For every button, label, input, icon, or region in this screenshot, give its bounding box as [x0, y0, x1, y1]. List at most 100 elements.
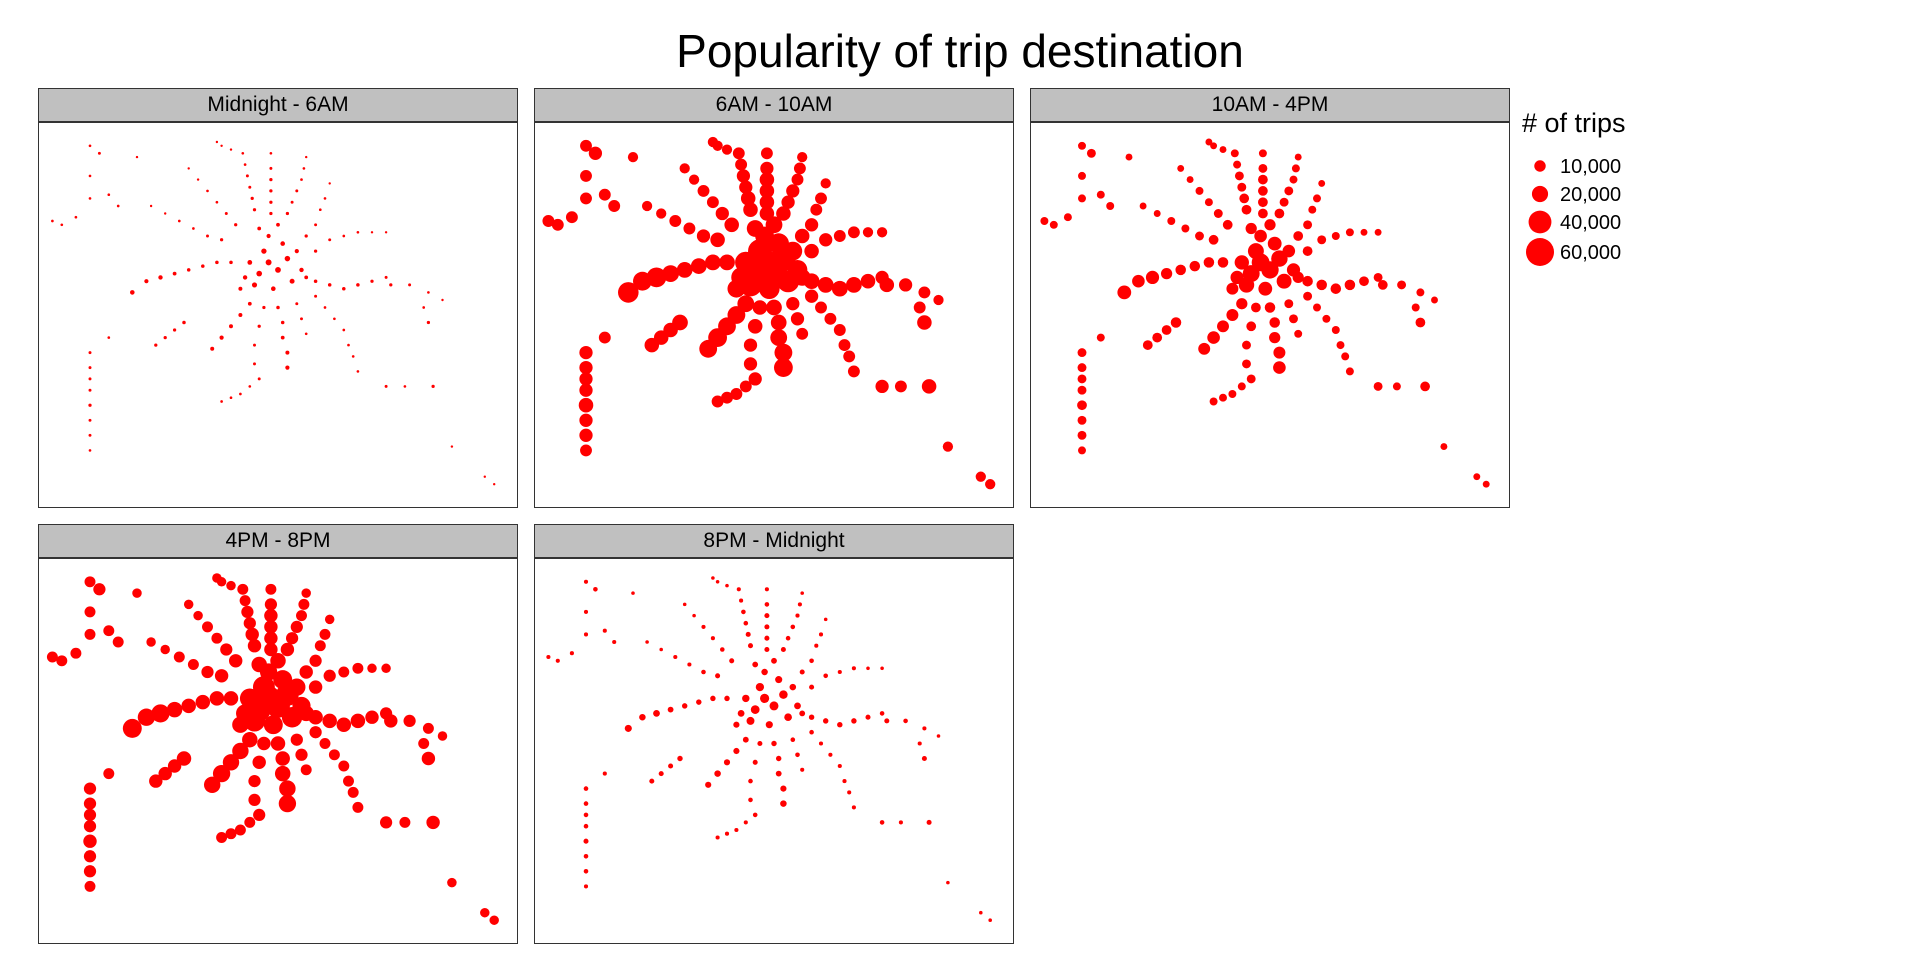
station-point — [285, 632, 299, 645]
station-point — [1175, 264, 1186, 276]
station-point — [800, 767, 805, 772]
legend-keys: 10,000 20,000 40,000 60,000 — [1526, 156, 1621, 266]
station-point — [295, 748, 308, 761]
station-point — [167, 759, 182, 773]
station-point — [723, 759, 731, 766]
station-point — [1208, 234, 1219, 245]
station-point — [1077, 374, 1087, 384]
station-point — [837, 669, 842, 675]
station-point — [633, 271, 652, 291]
station-point — [1153, 210, 1161, 217]
station-point — [151, 704, 170, 723]
station-point — [1411, 303, 1420, 312]
station-point — [328, 749, 340, 761]
station-point — [765, 216, 783, 234]
station-point — [580, 444, 592, 457]
station-point — [804, 218, 819, 232]
station-point — [1142, 340, 1153, 350]
station-point — [735, 158, 748, 171]
station-point — [243, 617, 256, 630]
station-point — [649, 778, 655, 784]
station-point — [300, 178, 303, 181]
facet-label: 10AM - 4PM — [1030, 88, 1510, 122]
station-point — [324, 614, 335, 625]
station-point — [229, 148, 233, 151]
station-point — [1282, 244, 1296, 258]
station-point — [290, 620, 303, 634]
station-point — [264, 642, 278, 657]
station-point — [795, 752, 800, 758]
station-point — [673, 654, 678, 660]
station-point — [1274, 208, 1285, 219]
station-point — [764, 646, 770, 653]
station-point — [314, 223, 318, 227]
station-point — [1077, 400, 1087, 411]
station-point — [639, 713, 646, 721]
station-point — [733, 747, 740, 755]
station-point — [122, 718, 142, 738]
station-point — [860, 273, 876, 289]
station-point — [202, 621, 213, 633]
station-point — [764, 635, 770, 641]
station-point — [214, 669, 229, 683]
station-point — [1195, 186, 1204, 195]
station-point — [56, 655, 68, 667]
station-point — [1247, 243, 1264, 260]
station-point — [83, 808, 97, 822]
station-point — [743, 357, 758, 371]
station-point — [252, 676, 275, 699]
station-point — [879, 277, 895, 293]
station-point — [427, 291, 430, 294]
station-point — [917, 315, 932, 330]
station-point — [278, 794, 297, 813]
station-point — [250, 196, 254, 201]
station-point — [746, 716, 755, 725]
station-point — [299, 267, 304, 273]
station-point — [1205, 138, 1213, 146]
station-point — [379, 816, 393, 829]
station-point — [838, 339, 851, 352]
station-point — [624, 724, 632, 732]
station-point — [265, 259, 272, 266]
station-point — [239, 688, 260, 709]
station-point — [269, 177, 273, 182]
station-point — [279, 780, 296, 797]
station-point — [846, 277, 862, 293]
station-point — [318, 208, 322, 212]
station-point — [60, 223, 64, 227]
station-point — [790, 737, 796, 742]
station-point — [732, 147, 745, 160]
station-point — [851, 805, 856, 810]
station-point — [1258, 281, 1273, 296]
station-point — [851, 666, 856, 671]
station-point — [796, 327, 809, 340]
station-point — [784, 713, 792, 722]
station-point — [659, 647, 663, 652]
station-point — [1160, 267, 1173, 280]
station-point — [74, 215, 78, 219]
station-point — [903, 718, 908, 724]
station-point — [760, 147, 773, 160]
station-point — [1219, 146, 1227, 154]
station-point — [304, 234, 308, 238]
station-point — [323, 197, 327, 200]
station-point — [193, 610, 203, 621]
station-point — [302, 167, 306, 170]
station-point — [771, 740, 777, 747]
station-point — [88, 418, 92, 422]
station-point — [739, 180, 753, 194]
station-point — [1077, 363, 1087, 373]
station-point — [229, 396, 233, 400]
station-point — [352, 662, 364, 674]
legend-entry: 60,000 — [1526, 238, 1621, 266]
station-point — [810, 203, 823, 216]
station-point — [220, 643, 233, 656]
station-point — [699, 339, 718, 358]
station-point — [1246, 321, 1257, 332]
station-point — [93, 583, 106, 596]
station-point — [483, 475, 486, 478]
station-point — [300, 764, 312, 776]
station-point — [280, 642, 295, 657]
station-point — [422, 722, 434, 734]
station-point — [759, 194, 775, 210]
